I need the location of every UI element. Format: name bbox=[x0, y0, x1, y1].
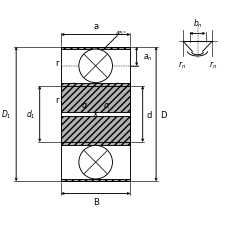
Text: D: D bbox=[159, 110, 166, 119]
Polygon shape bbox=[61, 179, 130, 181]
Text: 45°: 45° bbox=[116, 30, 127, 35]
Text: d: d bbox=[146, 110, 151, 119]
Text: $D_1$: $D_1$ bbox=[0, 108, 11, 121]
Polygon shape bbox=[61, 48, 130, 50]
Text: $b_n$: $b_n$ bbox=[192, 18, 202, 30]
Text: $\alpha$: $\alpha$ bbox=[103, 101, 110, 110]
Text: r: r bbox=[55, 95, 58, 104]
Text: $d_1$: $d_1$ bbox=[26, 108, 35, 121]
Text: $a_n$: $a_n$ bbox=[143, 52, 153, 62]
Text: a: a bbox=[93, 22, 98, 31]
Polygon shape bbox=[61, 116, 130, 146]
Text: B: B bbox=[92, 197, 98, 206]
Circle shape bbox=[79, 146, 112, 179]
Text: $\alpha$: $\alpha$ bbox=[80, 101, 88, 110]
Text: $r_n$: $r_n$ bbox=[208, 59, 216, 70]
Polygon shape bbox=[61, 83, 130, 113]
Text: $r_n$: $r_n$ bbox=[177, 59, 185, 70]
Circle shape bbox=[79, 50, 112, 83]
Text: r: r bbox=[55, 59, 58, 68]
